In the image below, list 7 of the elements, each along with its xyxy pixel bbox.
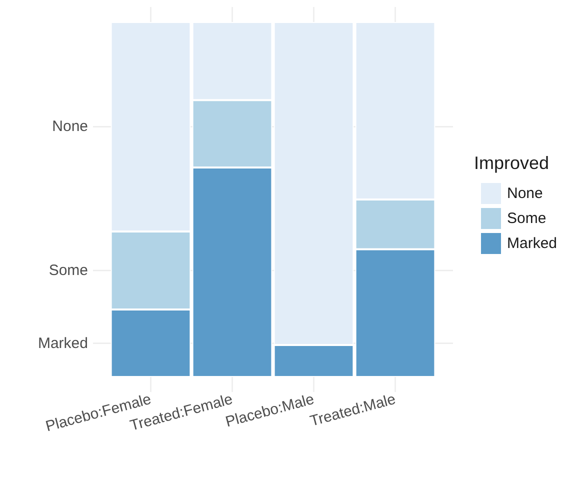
text: Some xyxy=(48,262,88,279)
legend-label: Some xyxy=(507,210,546,227)
legend-label: Marked xyxy=(507,235,558,252)
legend-title: Improved xyxy=(474,153,550,173)
legend-label: None xyxy=(507,185,543,202)
text: Marked xyxy=(38,334,88,352)
text: None xyxy=(52,118,88,136)
